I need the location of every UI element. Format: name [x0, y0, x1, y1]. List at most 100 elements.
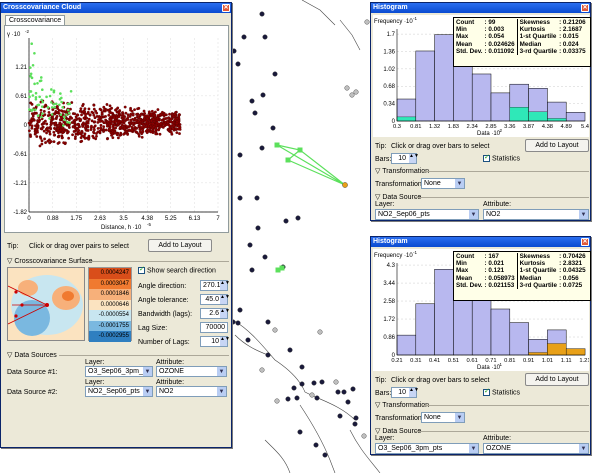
attribute-select[interactable]: OZONE ▼: [483, 443, 589, 454]
histogram-chart[interactable]: Frequency ·10-1 Data ·10-2 1.7 1.36 1.02 0.68…: [373, 15, 590, 137]
cloud-point[interactable]: [79, 131, 83, 134]
cloud-point[interactable]: [153, 113, 157, 117]
data-source-1-attribute-select[interactable]: OZONE ▼: [156, 366, 227, 377]
chevron-down-icon[interactable]: ▼: [455, 179, 464, 188]
cloud-point[interactable]: [58, 121, 62, 125]
cloud-point[interactable]: [122, 132, 126, 136]
cloud-point[interactable]: [73, 118, 77, 122]
bars-field[interactable]: 10 ▲▼: [391, 387, 419, 398]
close-button[interactable]: ✕: [581, 4, 589, 12]
cloud-point[interactable]: [37, 120, 41, 124]
selected-cloud-point[interactable]: [50, 88, 53, 91]
cloud-point[interactable]: [137, 132, 141, 136]
cloud-point[interactable]: [149, 130, 153, 134]
map-point[interactable]: [311, 380, 317, 386]
cloud-point[interactable]: [60, 109, 63, 113]
cloud-point[interactable]: [152, 125, 156, 129]
cloud-point[interactable]: [69, 107, 72, 111]
cloud-point[interactable]: [56, 107, 60, 110]
spinner-icon[interactable]: ▲▼: [409, 154, 419, 163]
data-source-1-layer-select[interactable]: O3_Sep06_3pm_pts ▼: [85, 366, 153, 377]
histogram-bar[interactable]: [565, 112, 586, 122]
cloud-point[interactable]: [102, 130, 105, 133]
selected-cloud-point[interactable]: [31, 94, 35, 97]
cloud-point[interactable]: [42, 109, 46, 113]
map-point[interactable]: [231, 48, 237, 54]
cloud-point[interactable]: [98, 120, 102, 123]
selected-cloud-point[interactable]: [50, 101, 53, 104]
map-point[interactable]: [272, 327, 278, 333]
selected-cloud-point[interactable]: [33, 51, 36, 55]
cloud-point[interactable]: [99, 115, 103, 119]
chevron-down-icon[interactable]: ▼: [455, 413, 464, 422]
selected-cloud-point[interactable]: [29, 72, 33, 76]
cloud-point[interactable]: [87, 134, 91, 138]
cloud-point[interactable]: [46, 139, 50, 143]
cloud-point[interactable]: [171, 127, 175, 131]
map-point[interactable]: [353, 415, 359, 421]
cloud-point[interactable]: [51, 108, 55, 112]
map-point[interactable]: [274, 398, 280, 404]
cloud-point[interactable]: [34, 131, 38, 135]
selected-histogram-bar[interactable]: [509, 107, 529, 122]
selected-map-point[interactable]: [297, 147, 303, 153]
selected-cloud-point[interactable]: [36, 114, 40, 118]
map-point[interactable]: [285, 396, 291, 402]
cloud-point[interactable]: [76, 123, 80, 126]
cloud-point[interactable]: [45, 122, 49, 126]
selected-cloud-point[interactable]: [46, 106, 50, 109]
cloud-point[interactable]: [44, 103, 48, 107]
cloud-point[interactable]: [155, 116, 159, 120]
selected-cloud-point[interactable]: [38, 79, 42, 83]
selected-cloud-point[interactable]: [31, 63, 35, 67]
cloud-point[interactable]: [149, 112, 153, 116]
angle-direction-field[interactable]: 270.1 ▲▼: [200, 280, 230, 291]
tab-crosscovariance[interactable]: Crosscovariance: [5, 15, 66, 26]
cloud-point[interactable]: [43, 119, 47, 123]
cloud-point[interactable]: [135, 126, 138, 130]
cloud-point[interactable]: [85, 120, 89, 123]
map-point[interactable]: [241, 34, 247, 40]
map-point[interactable]: [349, 92, 355, 98]
selected-cloud-point[interactable]: [66, 108, 70, 112]
selected-cloud-point[interactable]: [68, 121, 71, 124]
cloud-point[interactable]: [158, 132, 162, 136]
data-source-section-header[interactable]: ▽ Data Source: [375, 194, 422, 201]
cloud-point[interactable]: [80, 139, 84, 143]
selected-cloud-point[interactable]: [34, 91, 38, 95]
cloud-point[interactable]: [74, 135, 77, 139]
cloud-point[interactable]: [74, 132, 78, 136]
cloud-point[interactable]: [174, 111, 177, 114]
cloud-point[interactable]: [104, 114, 107, 118]
cloud-point[interactable]: [81, 104, 84, 108]
cloud-point[interactable]: [100, 119, 104, 123]
cloud-point[interactable]: [114, 120, 118, 124]
cloud-point[interactable]: [117, 121, 120, 124]
map-point[interactable]: [364, 19, 370, 25]
cloud-point[interactable]: [118, 109, 122, 112]
cloud-point[interactable]: [126, 133, 129, 136]
cloud-point[interactable]: [57, 135, 61, 139]
map-point[interactable]: [317, 329, 323, 335]
cloud-point[interactable]: [84, 112, 88, 116]
cloud-point[interactable]: [73, 112, 77, 116]
cloud-point[interactable]: [35, 111, 38, 115]
cloud-point[interactable]: [105, 103, 109, 106]
map-point[interactable]: [344, 85, 350, 91]
map-point[interactable]: [297, 429, 303, 435]
selected-map-point[interactable]: [279, 265, 285, 271]
cloud-point[interactable]: [99, 123, 103, 127]
cloud-point[interactable]: [158, 124, 162, 128]
map-point[interactable]: [237, 152, 243, 158]
cloud-point[interactable]: [147, 115, 151, 119]
cloud-point[interactable]: [130, 109, 134, 113]
cloud-point[interactable]: [92, 113, 96, 117]
cloud-point[interactable]: [134, 118, 138, 122]
cloud-point[interactable]: [98, 107, 102, 111]
cloud-point[interactable]: [154, 130, 158, 134]
selected-cloud-point[interactable]: [38, 95, 41, 99]
map-point[interactable]: [287, 347, 293, 353]
cloud-point[interactable]: [109, 115, 113, 119]
selected-cloud-point[interactable]: [40, 115, 43, 119]
selected-cloud-point[interactable]: [50, 106, 54, 109]
